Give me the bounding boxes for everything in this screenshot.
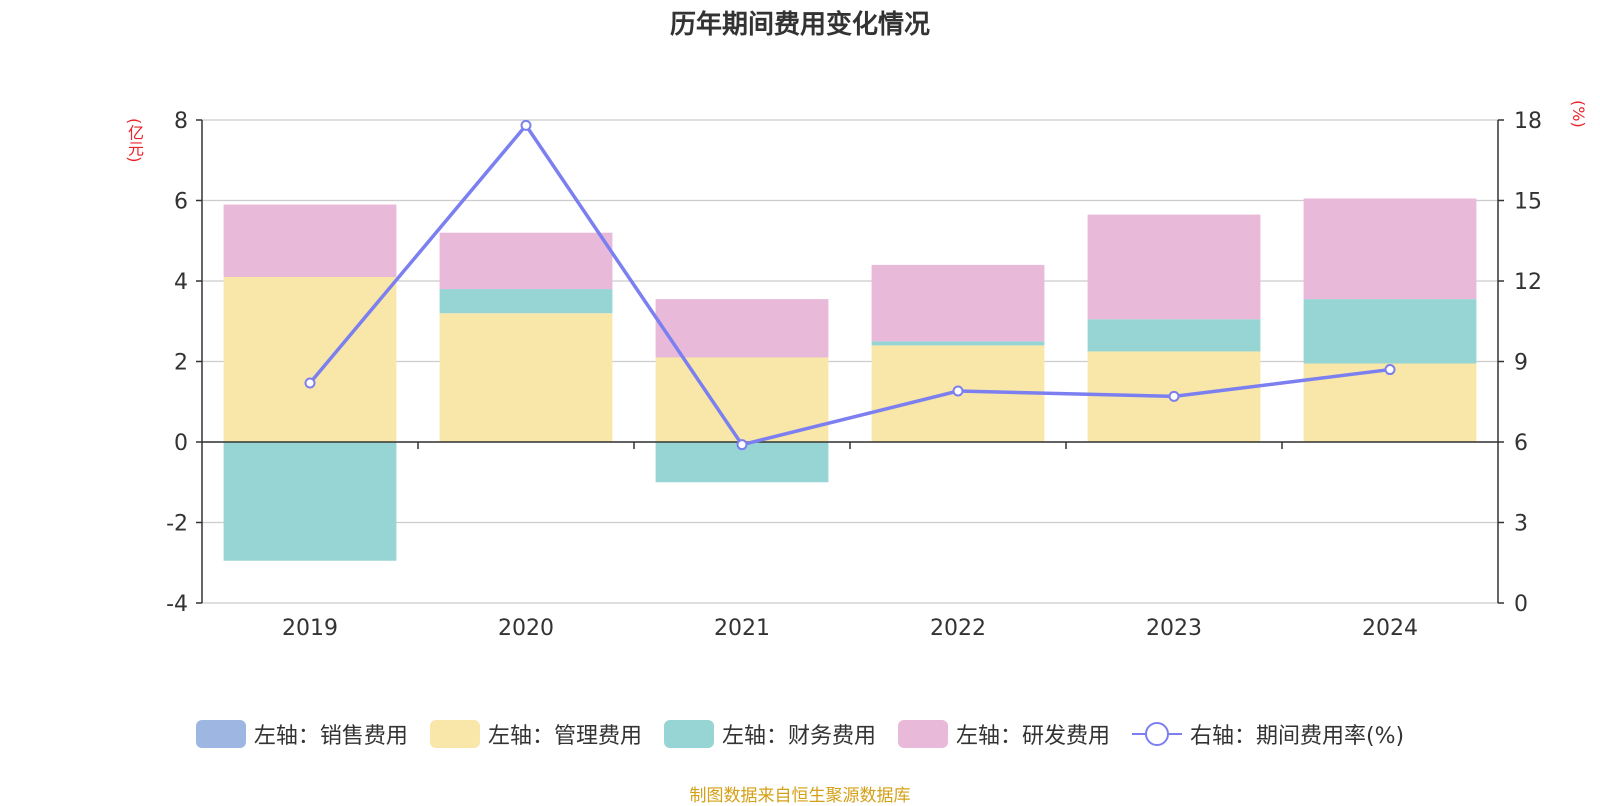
left-axis-tick-label: 4	[174, 270, 188, 295]
bar-segment	[439, 289, 613, 314]
x-axis-label: 2019	[282, 616, 338, 641]
left-axis-tick-label: 0	[174, 431, 188, 456]
left-axis-tick-label: 8	[174, 109, 188, 134]
bar-segment	[871, 341, 1045, 346]
legend-item-rnd[interactable]: 左轴：研发费用	[897, 718, 1110, 750]
legend-label-admin: 左轴：管理费用	[487, 724, 642, 749]
bar-segment	[655, 357, 829, 442]
bar-segment	[871, 264, 1045, 342]
bar-segment	[1303, 363, 1477, 442]
x-axis-label: 2024	[1362, 616, 1418, 641]
legend-item-finance[interactable]: 左轴：财务费用	[663, 718, 876, 750]
data-source-note: 制图数据来自恒生聚源数据库	[689, 786, 911, 806]
bar-segment	[1303, 198, 1477, 300]
bar-segment	[439, 232, 613, 290]
legend-label-finance: 左轴：财务费用	[721, 724, 876, 749]
legend-line-marker-icon	[1131, 720, 1182, 748]
expense-ratio-point	[1384, 364, 1396, 376]
x-axis-label: 2020	[498, 616, 554, 641]
legend-item-admin[interactable]: 左轴：管理费用	[429, 718, 642, 750]
legend-label-sales: 左轴：销售费用	[253, 724, 408, 749]
expense-ratio-point	[952, 385, 964, 397]
legend-swatch-finance	[663, 720, 714, 748]
right-axis-unit: (%)	[1569, 100, 1588, 128]
right-axis-tick-label: 0	[1514, 592, 1528, 617]
left-axis-tick-label: 2	[174, 351, 188, 376]
bar-segment	[223, 204, 397, 277]
x-axis-label: 2021	[714, 616, 770, 641]
expense-ratio-line	[308, 122, 1391, 447]
left-axis-tick-label: 6	[174, 190, 188, 215]
right-axis-tick-label: 6	[1514, 431, 1528, 456]
legend-swatch-rnd	[897, 720, 948, 748]
legend-item-expense-ratio[interactable]: 右轴：期间费用率(%)	[1131, 718, 1405, 750]
right-axis-tick-label: 3	[1514, 512, 1528, 537]
left-axis-tick-label: -2	[166, 512, 188, 537]
bar-segment	[1087, 214, 1261, 320]
bar-segment	[439, 313, 613, 442]
x-axis-label: 2023	[1146, 616, 1202, 641]
right-axis-tick-label: 15	[1514, 190, 1542, 215]
bar-segment	[1087, 319, 1261, 352]
left-axis-tick-label: -4	[166, 592, 188, 617]
bar-segment	[223, 442, 397, 561]
right-axis-tick-label: 9	[1514, 351, 1528, 376]
legend-swatch-sales	[195, 720, 246, 748]
bar-segment	[1303, 299, 1477, 364]
legend: 左轴：销售费用 左轴：管理费用 左轴：财务费用 左轴：研发费用 右轴：期间费用率…	[0, 718, 1600, 750]
right-axis-tick-label: 12	[1514, 270, 1542, 295]
expense-ratio-point	[736, 439, 748, 451]
chart-title: 历年期间费用变化情况	[669, 10, 930, 40]
x-axis-label: 2022	[930, 616, 986, 641]
bar-segment	[223, 276, 397, 442]
expense-ratio-point	[304, 377, 316, 389]
expense-ratio-point	[520, 119, 532, 131]
legend-item-sales[interactable]: 左轴：销售费用	[195, 718, 408, 750]
legend-swatch-admin	[429, 720, 480, 748]
expense-ratio-point	[1168, 390, 1180, 402]
legend-label-rnd: 左轴：研发费用	[955, 724, 1110, 749]
legend-label-expense-ratio: 右轴：期间费用率(%)	[1189, 724, 1405, 749]
left-axis-unit: (亿元)	[125, 118, 144, 163]
bar-segment	[655, 299, 829, 358]
right-axis-tick-label: 18	[1514, 109, 1542, 134]
